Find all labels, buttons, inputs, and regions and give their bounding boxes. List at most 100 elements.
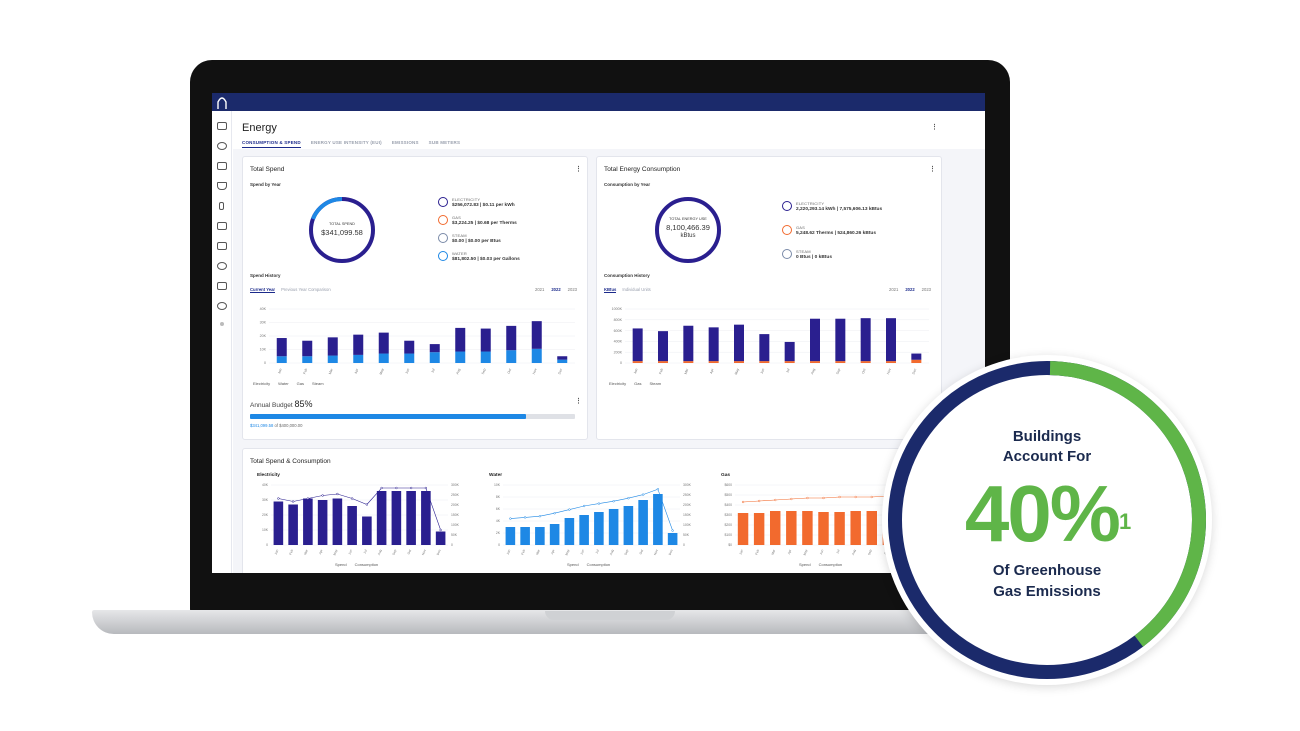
x-tick-label: Feb bbox=[754, 549, 760, 556]
legend-gas[interactable]: Gas bbox=[296, 381, 304, 386]
y-tick-label: 40K bbox=[262, 483, 269, 487]
spend-point bbox=[538, 515, 542, 518]
card-menu-icon[interactable]: ⋮ bbox=[929, 166, 936, 173]
year-2021[interactable]: 2021 bbox=[889, 287, 899, 292]
bar-electricity bbox=[911, 353, 922, 360]
report-icon[interactable] bbox=[217, 222, 227, 230]
x-tick-label: Jul bbox=[363, 549, 368, 554]
bar-consumption bbox=[594, 512, 604, 545]
y2-tick-label: 300K bbox=[683, 483, 692, 487]
card-menu-icon[interactable]: ⋮ bbox=[575, 166, 582, 173]
legend-consumption[interactable]: Consumption bbox=[586, 562, 611, 567]
tab-consumption-spend[interactable]: CONSUMPTION & SPEND bbox=[242, 140, 301, 148]
lock-icon[interactable] bbox=[217, 242, 227, 250]
bar-consumption bbox=[435, 531, 446, 545]
stack-icon[interactable] bbox=[217, 162, 227, 170]
tab-kbtus[interactable]: KBtus bbox=[604, 287, 617, 293]
laptop-screen: Energy CONSUMPTION & SPEND ENERGY USE IN… bbox=[212, 93, 985, 573]
history-title: Spend History bbox=[250, 273, 281, 278]
y-tick-label: 4K bbox=[496, 519, 501, 523]
spend-point bbox=[568, 508, 571, 511]
bar-water bbox=[353, 354, 364, 363]
page-menu-icon[interactable]: ⋮ bbox=[931, 124, 938, 131]
y-tick-label: 1000K bbox=[612, 307, 623, 311]
y-tick-label: 0 bbox=[620, 361, 622, 365]
tab-eui[interactable]: ENERGY USE INTENSITY (EUI) bbox=[310, 140, 382, 145]
history-tabs: KBtus Individual Units bbox=[604, 287, 651, 293]
bar-gas bbox=[708, 361, 719, 363]
bar-gas bbox=[683, 361, 694, 363]
spend-point bbox=[306, 497, 310, 500]
legend-spend[interactable]: Spend bbox=[799, 562, 811, 567]
bolt-icon[interactable] bbox=[219, 202, 224, 210]
year-2021[interactable]: 2021 bbox=[535, 287, 545, 292]
electricity-icon bbox=[782, 201, 792, 211]
tab-previous-year[interactable]: Previous Year Comparison bbox=[281, 287, 331, 292]
energy-legend: Electricity Gas Steam bbox=[609, 381, 661, 386]
chart-title-water: Water bbox=[489, 473, 503, 478]
tab-sub-meters[interactable]: SUB METERS bbox=[428, 140, 461, 145]
year-2022[interactable]: 2022 bbox=[905, 287, 915, 292]
legend-spend[interactable]: Spend bbox=[567, 562, 579, 567]
x-tick-label: Aug bbox=[609, 549, 615, 556]
settings-icon[interactable] bbox=[217, 302, 227, 310]
legend-electricity[interactable]: Electricity bbox=[253, 381, 271, 386]
legend-gas[interactable]: Gas bbox=[634, 381, 642, 386]
spend-point bbox=[523, 516, 527, 519]
spend-point bbox=[838, 495, 841, 499]
bar-electricity bbox=[784, 341, 795, 362]
legend-steam[interactable]: Steam bbox=[649, 381, 662, 386]
x-tick-label: Jan bbox=[506, 549, 512, 555]
y-tick-label: $200 bbox=[724, 523, 732, 527]
network-icon[interactable] bbox=[217, 142, 227, 150]
legend-spend[interactable]: Spend bbox=[335, 562, 347, 567]
x-tick-label: Jul bbox=[595, 549, 600, 554]
budget-menu-icon[interactable]: ⋮ bbox=[575, 398, 582, 405]
legend-consumption[interactable]: Consumption bbox=[354, 562, 379, 567]
alert-icon[interactable] bbox=[217, 182, 227, 190]
bar-consumption bbox=[362, 516, 372, 545]
bar-gas bbox=[835, 361, 846, 363]
bar-consumption bbox=[737, 513, 749, 545]
bar-consumption bbox=[288, 504, 298, 545]
spend-point bbox=[582, 504, 586, 508]
badge-ring bbox=[888, 361, 1206, 679]
x-tick-label: Aug bbox=[455, 368, 461, 375]
more-icon[interactable] bbox=[220, 322, 224, 326]
page-title: Energy bbox=[242, 122, 277, 134]
year-2022[interactable]: 2022 bbox=[551, 287, 561, 292]
item-name: GAS bbox=[452, 215, 462, 220]
tab-current-year[interactable]: Current Year bbox=[250, 287, 276, 293]
legend-electricity[interactable]: Electricity bbox=[609, 381, 627, 386]
spend-line bbox=[278, 487, 441, 531]
legend-consumption[interactable]: Consumption bbox=[818, 562, 843, 567]
tools-icon[interactable] bbox=[217, 262, 227, 270]
spend-point bbox=[365, 503, 369, 506]
x-tick-label: Apr bbox=[709, 367, 715, 374]
x-tick-label: Jun bbox=[819, 549, 825, 555]
bar-electricity bbox=[327, 337, 338, 356]
legend-water[interactable]: Water bbox=[278, 381, 289, 386]
brand-logo-icon[interactable] bbox=[217, 96, 227, 109]
gas-icon bbox=[782, 225, 792, 235]
year-2023[interactable]: 2023 bbox=[921, 287, 931, 292]
x-tick-label: Nov bbox=[653, 549, 659, 556]
bar-consumption bbox=[303, 498, 313, 545]
year-2023[interactable]: 2023 bbox=[567, 287, 577, 292]
x-tick-label: Mar bbox=[303, 548, 309, 555]
bar-electricity bbox=[429, 344, 440, 353]
x-tick-label: Apr bbox=[354, 367, 360, 374]
list-icon[interactable] bbox=[217, 282, 227, 290]
calendar-icon[interactable] bbox=[217, 122, 227, 130]
x-tick-label: Jan bbox=[277, 368, 283, 375]
legend-steam[interactable]: Steam bbox=[312, 381, 324, 386]
top-bar bbox=[212, 93, 985, 111]
tab-individual-units[interactable]: Individual Units bbox=[622, 287, 651, 292]
bar-gas bbox=[810, 361, 820, 363]
x-tick-label: Aug bbox=[851, 549, 857, 556]
y-tick-label: $400 bbox=[724, 503, 732, 507]
tab-emissions[interactable]: EMISSIONS bbox=[391, 140, 419, 145]
card-title: Total Spend bbox=[250, 166, 285, 173]
x-tick-label: Nov bbox=[421, 549, 427, 556]
x-tick-label: Jan bbox=[274, 549, 280, 555]
